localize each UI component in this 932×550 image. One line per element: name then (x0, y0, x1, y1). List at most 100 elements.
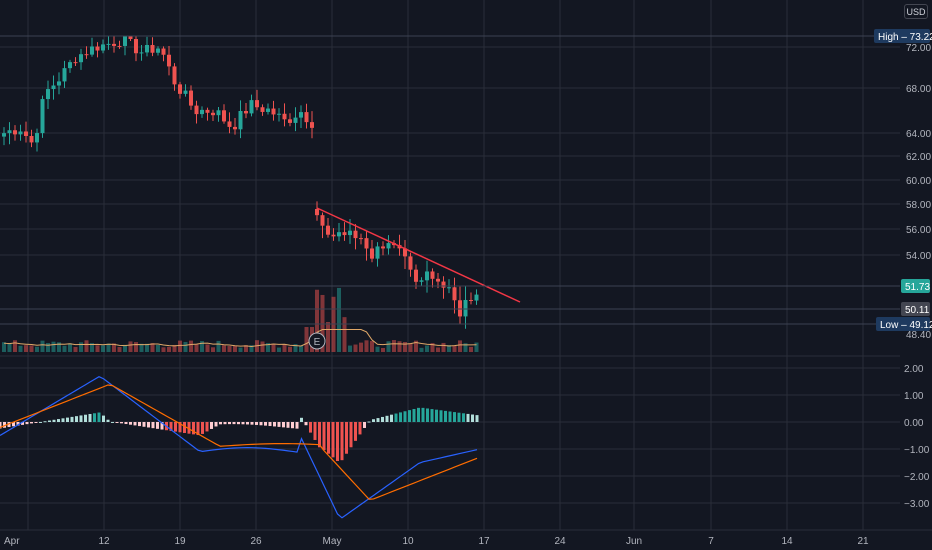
candle-body (238, 110, 243, 130)
macd-histogram-bar (48, 420, 51, 422)
volume-bar (123, 344, 127, 352)
macd-histogram-bar (97, 412, 101, 422)
volume-bar (326, 321, 330, 352)
candle-body (288, 119, 292, 123)
volume-bar (244, 345, 248, 352)
macd-tick-label: 0.00 (904, 418, 924, 429)
volume-bar (342, 317, 347, 352)
candle-body (46, 89, 50, 100)
volume-bar (150, 343, 155, 352)
macd-histogram-bar (435, 409, 438, 422)
macd-histogram-bar (466, 413, 470, 422)
candle-body (68, 62, 72, 69)
volume-bar (260, 341, 265, 352)
macd-histogram-bar (75, 416, 78, 422)
macd-histogram-bar (88, 413, 92, 422)
volume-bar (216, 340, 221, 352)
time-tick-label: 7 (708, 536, 714, 547)
macd-histogram-bar (174, 422, 177, 432)
price-tick-label: 48.40 (906, 330, 931, 341)
candle-body (73, 62, 78, 64)
volume-bar (403, 341, 407, 352)
macd-histogram-bar (106, 419, 110, 422)
volume-bar (452, 345, 457, 352)
macd-histogram-bar (187, 422, 191, 434)
volume-bar (73, 346, 78, 352)
macd-histogram-bar (183, 422, 186, 433)
volume-bar (375, 346, 380, 352)
macd-histogram-bar (120, 422, 123, 424)
macd-histogram-bar (417, 407, 420, 422)
candle-body (227, 121, 232, 127)
macd-histogram-bar (250, 422, 254, 425)
candle-body (189, 90, 193, 106)
macd-histogram-bar (102, 415, 105, 422)
macd-histogram-bar (160, 422, 164, 430)
candle-body (370, 248, 374, 259)
price-tick-label: 62.00 (906, 152, 931, 163)
volume-bar (13, 340, 17, 352)
volume-bar (7, 343, 12, 352)
macd-histogram-bar (84, 414, 87, 422)
macd-histogram-bar (286, 422, 290, 428)
candle-body (40, 99, 45, 134)
candle-body (216, 110, 221, 116)
price-tick-label: 56.00 (906, 225, 931, 236)
volume-bar (249, 345, 254, 352)
time-tick-label: 21 (857, 536, 869, 547)
volume-bar (458, 340, 462, 352)
candle-body (337, 232, 341, 237)
candle-body (112, 43, 116, 46)
candle-body (150, 44, 155, 53)
macd-histogram-bar (372, 419, 375, 422)
macd-histogram-bar (277, 422, 281, 427)
candle-body (205, 109, 210, 113)
macd-histogram-bar (228, 422, 231, 425)
macd-histogram-bar (34, 422, 38, 423)
volume-bar (474, 342, 479, 352)
candle-body (441, 281, 446, 288)
candle-body (403, 248, 407, 257)
volume-bar (386, 341, 391, 352)
macd-histogram-bar (66, 417, 69, 422)
volume-bar (172, 344, 177, 352)
price-tick-label: 60.00 (906, 176, 931, 187)
macd-histogram-bar (354, 422, 357, 441)
candle-body (24, 131, 28, 136)
macd-histogram-bar (129, 422, 132, 425)
high-tag-bg (874, 29, 930, 43)
volume-bar (348, 345, 352, 352)
volume-bar (51, 341, 56, 352)
time-tick-label: 12 (98, 536, 110, 547)
time-tick-label: May (323, 536, 342, 547)
candle-body (348, 230, 352, 236)
candle-body (458, 300, 462, 317)
macd-histogram-bar (439, 410, 443, 422)
macd-histogram-bar (291, 422, 294, 429)
macd-histogram-bar (151, 422, 155, 429)
macd-histogram-bar (79, 415, 83, 422)
candle-body (452, 287, 457, 301)
candle-body (430, 271, 435, 279)
volume-bar (167, 346, 171, 352)
macd-histogram-bar (448, 411, 452, 422)
candle-body (425, 271, 429, 281)
candle-body (304, 112, 309, 123)
volume-bar (211, 347, 215, 352)
currency-badge[interactable]: USD (904, 4, 928, 19)
candle-body (375, 246, 380, 259)
volume-bar (134, 342, 138, 352)
macd-axis: 2.00 1.00 0.00 −1.00 −2.00 −3.00 (904, 364, 930, 510)
macd-tick-label: −3.00 (904, 499, 930, 510)
macd-histogram-bar (282, 422, 285, 428)
macd-histogram-bar (462, 413, 465, 422)
macd-histogram-bar (399, 412, 402, 422)
candle-body (123, 36, 127, 46)
volume-bar (353, 344, 358, 352)
high-tag: High – 73.22 (878, 32, 932, 43)
macd-histogram-bar (336, 422, 339, 462)
candle-body (282, 113, 287, 120)
macd-histogram-bar (430, 409, 434, 422)
macd-histogram-bar (241, 422, 245, 425)
